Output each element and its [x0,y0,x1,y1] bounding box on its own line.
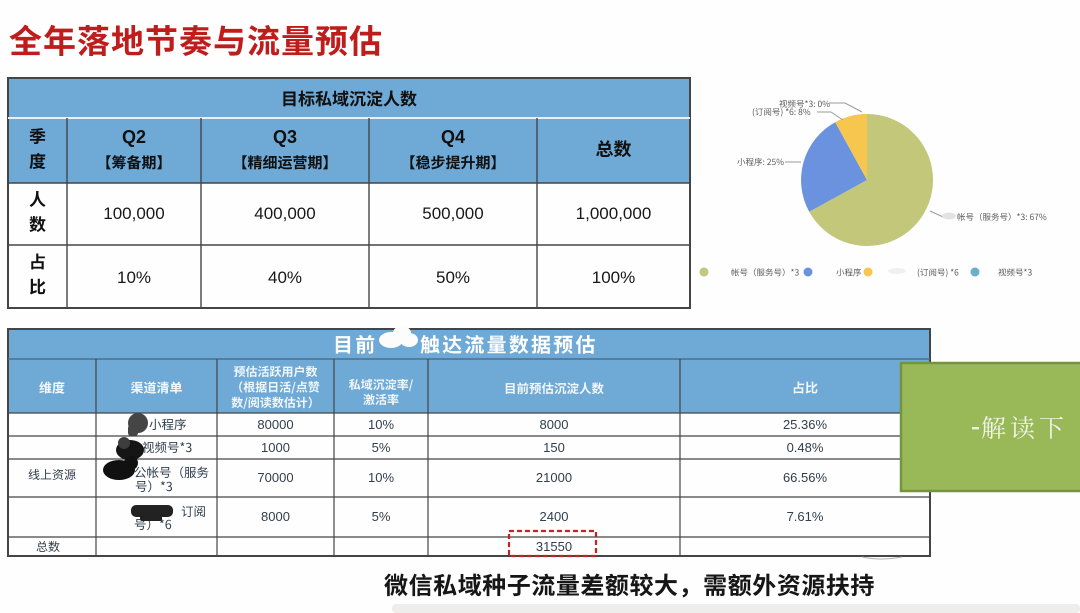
svg-text:10%: 10% [368,470,394,485]
svg-text:100%: 100% [592,268,635,287]
svg-text:70000: 70000 [257,470,293,485]
svg-text:10%: 10% [368,417,394,432]
svg-text:10%: 10% [117,268,151,287]
svg-text:21000: 21000 [536,470,572,485]
svg-text:1,000,000: 1,000,000 [576,204,652,223]
svg-text:8000: 8000 [261,509,290,524]
svg-text:40%: 40% [268,268,302,287]
svg-text:25.36%: 25.36% [783,417,828,432]
svg-text:5%: 5% [372,440,391,455]
svg-text:5%: 5% [372,509,391,524]
svg-text:400,000: 400,000 [254,204,315,223]
svg-text:0.48%: 0.48% [787,440,824,455]
svg-text:Q4: Q4 [441,127,465,147]
svg-text:100,000: 100,000 [103,204,164,223]
svg-text:66.56%: 66.56% [783,470,828,485]
svg-text:150: 150 [543,440,565,455]
svg-text:80000: 80000 [257,417,293,432]
svg-text:2400: 2400 [540,509,569,524]
svg-text:500,000: 500,000 [422,204,483,223]
svg-text:31550: 31550 [536,539,572,554]
svg-text:1000: 1000 [261,440,290,455]
svg-text:50%: 50% [436,268,470,287]
svg-text:7.61%: 7.61% [787,509,824,524]
svg-text:Q3: Q3 [273,127,297,147]
svg-text:8000: 8000 [540,417,569,432]
svg-text:Q2: Q2 [122,127,146,147]
